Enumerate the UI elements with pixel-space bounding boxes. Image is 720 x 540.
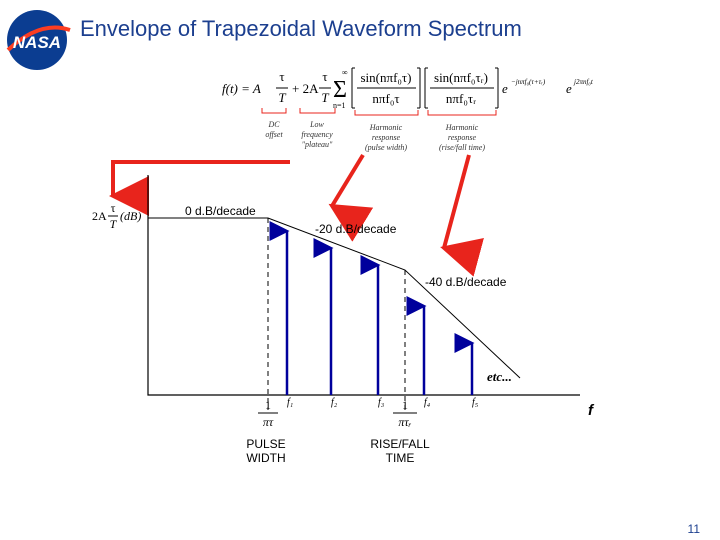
harmonic-labels: f₁ f₂ f₃ f₄ f₅ (287, 397, 479, 408)
note: Low (309, 120, 324, 129)
caption: PULSE (246, 437, 285, 451)
logo-text: NASA (13, 33, 61, 52)
note: offset (265, 130, 283, 139)
note: (pulse width) (365, 143, 407, 152)
slide-title: Envelope of Trapezoidal Waveform Spectru… (80, 16, 522, 41)
caption: WIDTH (246, 451, 285, 465)
harmonic-label: f₂ (331, 397, 338, 408)
formula-part: ∞ (342, 68, 348, 77)
y-label-part: 2A (92, 209, 107, 223)
note: DC (267, 120, 280, 129)
formula-part: e (566, 81, 572, 96)
formula-part: nπf₀τᵣ (446, 91, 476, 106)
note: "plateau" (302, 140, 333, 149)
formula-part: τ (322, 69, 327, 84)
formula-part: nπf₀τ (372, 91, 399, 106)
annotations: DC offset Low frequency "plateau" Harmon… (265, 120, 485, 152)
corner-label: πτ (263, 415, 274, 429)
slope-label: -40 d.B/decade (425, 275, 507, 289)
formula-part: τ (279, 69, 284, 84)
harmonic-arrows (269, 221, 475, 395)
brace (261, 108, 497, 116)
formula-part: −jnπf₀(τ+τᵣ) (511, 78, 546, 86)
corner-line (267, 218, 406, 410)
harmonic-label: f₁ (287, 397, 293, 408)
x-axis-label: f (588, 402, 595, 419)
captions: PULSE WIDTH RISE/FALL TIME (246, 437, 430, 465)
formula-part: e (502, 81, 508, 96)
formula-part: Σ (333, 77, 347, 103)
corner-labels: 1 πτ 1 πτᵣ (258, 398, 417, 429)
formula: f(t) = A τ T + 2A τ T ∞ Σ n=1 sin(nπf₀τ)… (222, 67, 594, 110)
formula-part: f(t) = A (222, 81, 261, 96)
y-label-part: T (110, 217, 118, 231)
y-label: 2A τ T (dB) (92, 201, 141, 231)
harmonic-label: f₄ (424, 397, 431, 408)
etc: etc... (487, 369, 512, 384)
formula-part: T (321, 90, 329, 105)
envelope (148, 217, 521, 379)
note: Harmonic (445, 123, 479, 132)
note: response (448, 133, 477, 142)
harmonic-label: f₅ (472, 397, 479, 408)
caption: TIME (386, 451, 415, 465)
corner-label: πτᵣ (398, 415, 411, 429)
note: frequency (301, 130, 333, 139)
corner-label: 1 (402, 398, 408, 412)
page-number: 11 (688, 522, 701, 536)
formula-part: + 2A (292, 81, 319, 96)
formula-part: n=1 (333, 101, 346, 110)
red-arrows (109, 153, 484, 277)
corner-label: 1 (265, 398, 271, 412)
axes (147, 175, 580, 396)
y-label-part: (dB) (120, 209, 141, 223)
caption: RISE/FALL (370, 437, 430, 451)
formula-part: sin(nπf₀τᵣ) (434, 70, 488, 85)
slope-label: -20 d.B/decade (315, 222, 397, 236)
note: (rise/fall time) (439, 143, 485, 152)
formula-part: sin(nπf₀τ) (361, 70, 412, 85)
harmonic-label: f₃ (378, 397, 385, 408)
nasa-logo: NASA (6, 10, 71, 70)
note: response (372, 133, 401, 142)
slope-label: 0 d.B/decade (185, 204, 256, 218)
formula-part: j2πnf₀t (573, 78, 594, 86)
formula-part: T (278, 90, 286, 105)
y-label-part: τ (111, 201, 116, 215)
note: Harmonic (369, 123, 403, 132)
